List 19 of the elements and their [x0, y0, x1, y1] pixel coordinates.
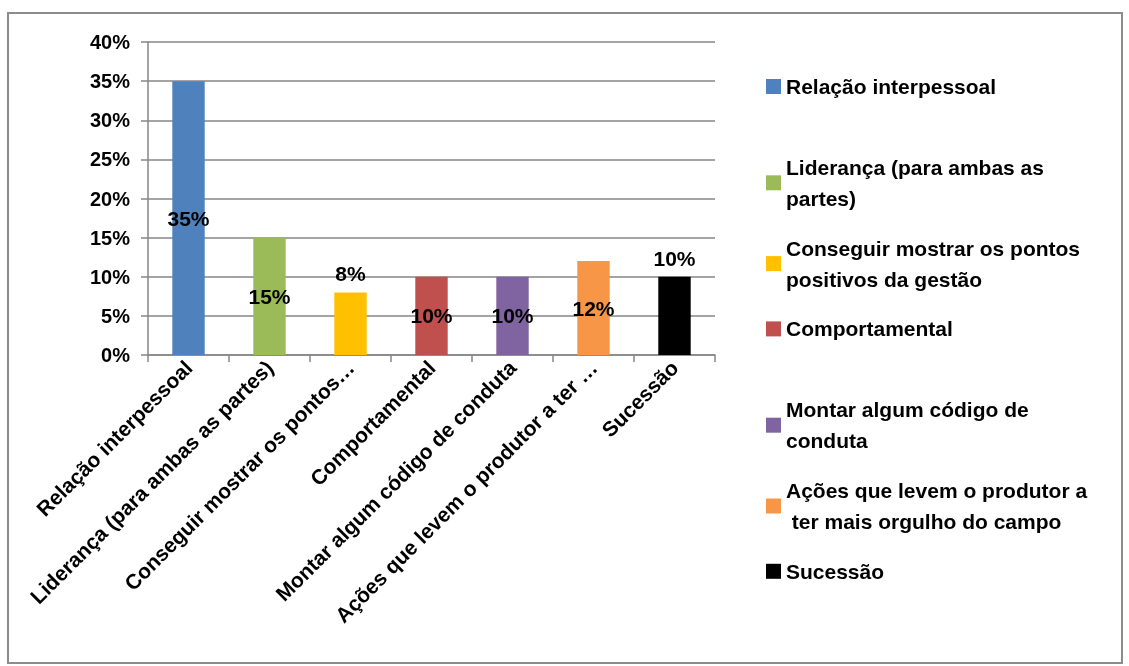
y-tick-label: 40%: [89, 31, 131, 53]
y-tick-label: 25%: [89, 148, 131, 171]
legend-label: Relação interpessoal: [786, 75, 997, 98]
y-tick-label: 30%: [89, 109, 131, 132]
legend-label: Comportamental: [786, 317, 953, 341]
y-tick-label: 0%: [101, 344, 131, 366]
legend-label: Ações que levem o produtor a ter mais orgulho do campo: [786, 479, 1088, 533]
data-label: 8%: [335, 262, 366, 286]
data-label: 10%: [410, 304, 453, 328]
legend-label: Sucessão: [786, 559, 885, 583]
y-tick-label: 35%: [89, 70, 131, 93]
y-tick-label: 5%: [101, 304, 131, 327]
y-tick-label: 20%: [89, 187, 131, 210]
y-tick-label: 10%: [89, 265, 131, 288]
y-tick-label: 15%: [89, 226, 131, 249]
data-label: 10%: [491, 304, 534, 328]
data-label: 10%: [653, 246, 696, 270]
legend-label: Conseguir mostrar os pontos positivos da gestão: [786, 236, 1086, 291]
legend-label: Liderança (para ambas as partes): [786, 155, 1050, 210]
